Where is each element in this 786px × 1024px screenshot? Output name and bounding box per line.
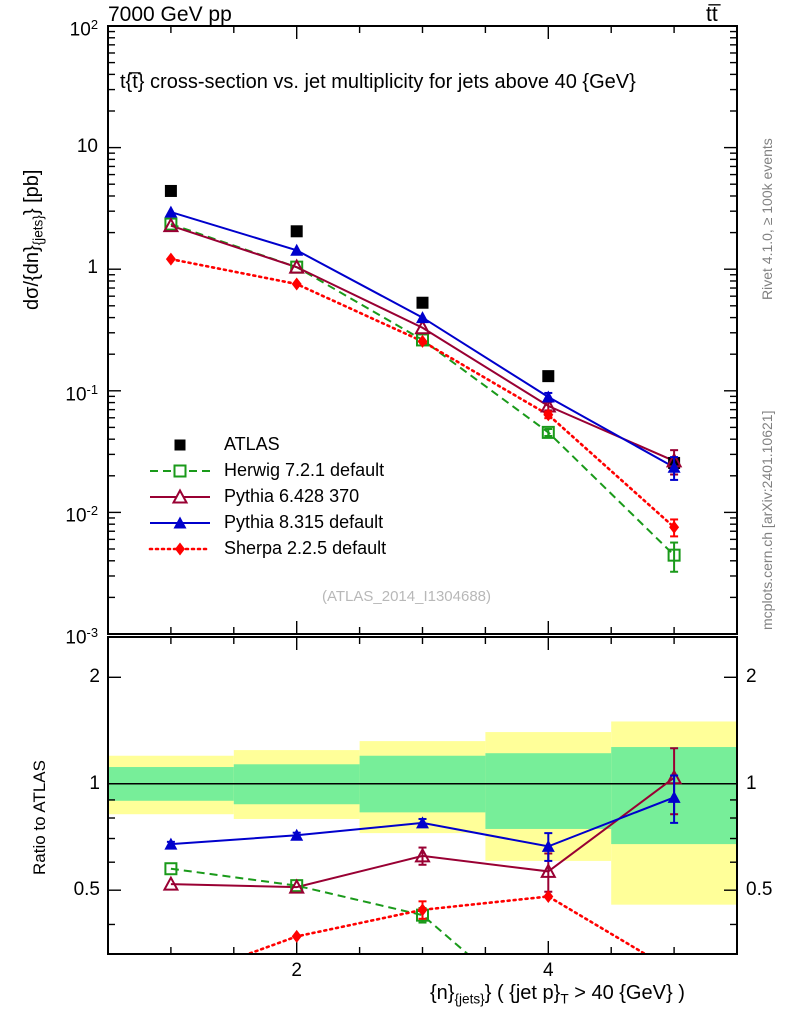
x-label-3: > 40 {GeV} ) — [568, 982, 685, 1004]
x-label-sub2: T — [560, 991, 569, 1007]
legend-swatch — [150, 464, 210, 478]
main-data-point — [164, 205, 178, 218]
ratio-data-point — [543, 889, 554, 903]
ratio-y-tick-label: 2 — [89, 666, 100, 688]
legend-label: ATLAS — [224, 434, 280, 454]
ratio-data-point — [290, 828, 304, 841]
main-data-point — [162, 217, 180, 233]
header-left: 7000 GeV pp — [108, 3, 232, 26]
ratio-series-line — [247, 895, 646, 953]
ratio-band-inner — [485, 753, 612, 829]
main-data-point — [165, 252, 176, 266]
legend-label: Pythia 6.428 370 — [224, 486, 360, 506]
ratio-y-tick-label: 1 — [89, 772, 100, 794]
main-data-point — [416, 311, 429, 324]
main-data-point — [667, 460, 681, 473]
ratio-y-tick-label: 0.5 — [746, 879, 773, 901]
ratio-y-tick-label: 0.5 — [73, 879, 100, 901]
main-data-point — [290, 243, 304, 256]
watermark-label: (ATLAS_2014_I1304688) — [322, 588, 492, 605]
main-data-point — [290, 225, 303, 238]
main-y-tick-label: 102 — [69, 17, 98, 41]
main-data-point — [542, 370, 555, 383]
main-data-point — [541, 425, 555, 439]
main-data-point — [164, 184, 177, 197]
main-y-tick-label: 10 — [76, 135, 98, 157]
main-data-point — [667, 548, 681, 562]
ratio-data-point — [414, 847, 431, 863]
main-y-tick-label: 1 — [87, 257, 98, 279]
ratio-y-tick-label: 2 — [746, 666, 757, 688]
legend-marker — [174, 439, 186, 451]
header-right: tt̅ — [706, 3, 718, 26]
x-label-sub1: {jets} — [454, 991, 485, 1007]
x-tick-label: 2 — [291, 960, 302, 981]
ratio-data-point — [540, 862, 557, 878]
legend-swatch — [148, 542, 212, 556]
legend-marker — [173, 464, 187, 478]
main-data-point — [291, 277, 302, 291]
legend-swatch — [150, 488, 210, 504]
ratio-data-point — [164, 837, 178, 850]
legend-label: Pythia 8.315 default — [224, 512, 384, 532]
main-data-point — [416, 296, 429, 309]
legend-swatch — [150, 516, 210, 529]
main-y-tick-label: 10-3 — [65, 625, 98, 649]
legend-marker — [175, 542, 185, 556]
x-label-2: } ( {jet p} — [484, 982, 561, 1004]
main-data-point — [414, 319, 431, 335]
legend-label: Herwig 7.2.1 default — [224, 460, 385, 480]
main-data-point — [543, 408, 554, 422]
main-data-point — [541, 390, 555, 403]
legend-swatch — [174, 439, 186, 451]
legend-label: Sherpa 2.2.5 default — [224, 538, 387, 558]
ratio-data-point — [417, 903, 428, 917]
legend-marker — [171, 488, 189, 504]
x-label-1: {n} — [430, 982, 455, 1004]
x-tick-label: 4 — [543, 960, 554, 981]
ratio-data-point — [164, 862, 178, 876]
x-axis-label: {n}{jets}} ( {jet p}T > 40 {GeV} ) — [430, 983, 685, 1009]
main-data-point — [669, 520, 680, 534]
ratio-y-tick-label: 1 — [746, 772, 757, 794]
ratio-data-point — [291, 929, 302, 943]
ratio-data-point — [288, 878, 305, 894]
legend-marker — [173, 516, 187, 529]
main-y-tick-label: 10-2 — [65, 503, 98, 528]
ratio-data-point — [541, 839, 555, 852]
main-data-point — [288, 258, 305, 274]
main-y-tick-label: 10-1 — [65, 381, 98, 406]
main-data-point — [417, 334, 428, 348]
ratio-data-point — [667, 790, 681, 803]
ratio-data-point — [416, 816, 429, 829]
main-series-line — [170, 224, 675, 462]
plot-title: t{t̅} cross-section vs. jet multiplicity… — [120, 71, 636, 93]
ratio-data-point — [162, 875, 180, 891]
ratio-series-line — [170, 867, 469, 953]
